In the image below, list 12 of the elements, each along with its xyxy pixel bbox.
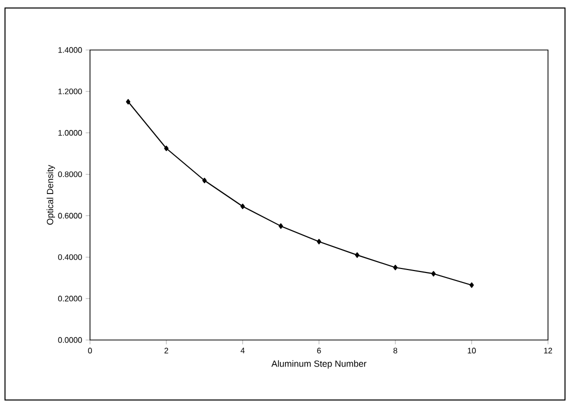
point	[164, 146, 169, 152]
point	[126, 99, 130, 105]
point	[316, 238, 322, 244]
point	[278, 223, 284, 229]
point	[240, 204, 245, 210]
point	[393, 264, 398, 270]
point	[469, 282, 474, 288]
point	[354, 252, 360, 258]
x-axis-title: Aluminum Step Number	[271, 360, 366, 369]
point	[202, 178, 207, 184]
point	[431, 270, 436, 276]
y-axis-title: Optical Density	[46, 164, 55, 225]
